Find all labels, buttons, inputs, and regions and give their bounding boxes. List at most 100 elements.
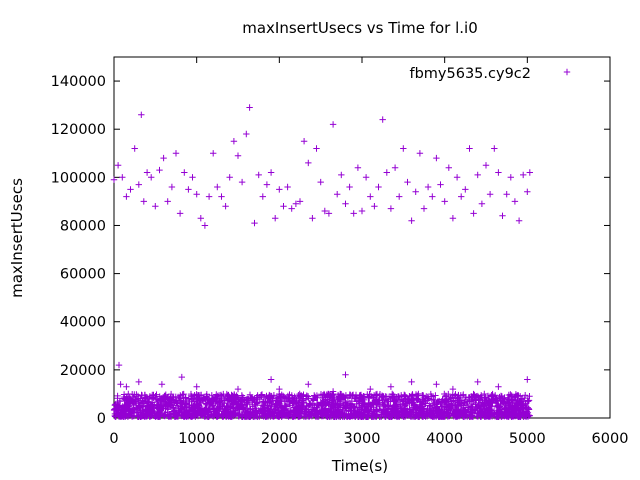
data-point: [334, 191, 341, 198]
data-point: [263, 181, 271, 188]
data-point: [354, 164, 362, 171]
data-point: [251, 219, 258, 227]
data-point: [342, 200, 349, 207]
data-point: [259, 193, 266, 200]
y-tick-label: 20000: [60, 363, 106, 379]
data-point: [160, 154, 167, 162]
data-point: [140, 198, 147, 205]
data-point: [412, 188, 419, 195]
y-axis-title: maxInsertUsecs: [8, 178, 26, 298]
data-point: [305, 159, 312, 167]
data-point: [379, 116, 386, 123]
data-point: [185, 186, 192, 193]
data-point: [408, 378, 415, 386]
data-point: [491, 145, 498, 152]
data-point: [495, 383, 502, 390]
data-point: [152, 203, 159, 210]
data-point: [156, 166, 163, 174]
x-tick-label: 2000: [261, 431, 298, 447]
x-tick-label: 6000: [592, 431, 629, 447]
data-point: [148, 174, 155, 181]
data-point: [520, 171, 527, 179]
x-axis-ticks: 0 1000 2000 3000 4000 5000 6000: [109, 57, 628, 447]
x-tick-label: 5000: [509, 431, 546, 447]
data-point: [524, 188, 531, 195]
data-point: [404, 178, 411, 186]
data-point: [288, 205, 295, 212]
data-point: [321, 207, 328, 215]
x-axis-title: Time(s): [331, 457, 388, 475]
data-point: [114, 162, 122, 169]
data-point: [226, 174, 233, 181]
data-point: [437, 181, 444, 188]
data-point: [267, 169, 275, 176]
data-point: [495, 169, 502, 176]
data-point: [420, 205, 428, 212]
data-point: [313, 145, 320, 152]
y-tick-label: 140000: [51, 74, 106, 90]
data-point: [309, 215, 316, 222]
data-point: [449, 385, 457, 393]
data-point: [143, 169, 151, 176]
data-point: [358, 207, 366, 215]
y-axis-ticks: 0 20000 40000 60000 80000 100000 120000 140000: [51, 74, 610, 427]
data-point: [280, 203, 287, 210]
data-point: [445, 164, 452, 171]
data-point: [383, 169, 390, 176]
data-point: [181, 169, 188, 176]
data-point: [205, 193, 213, 200]
data-point: [234, 152, 242, 159]
data-point: [317, 178, 324, 186]
data-point: [342, 371, 349, 378]
data-point: [222, 203, 229, 210]
data-point: [396, 193, 403, 200]
data-point: [367, 385, 374, 393]
data-point: [478, 200, 486, 207]
data-point: [474, 171, 481, 179]
data-point: [123, 383, 130, 390]
data-point: [178, 373, 185, 381]
data-point: [424, 183, 432, 191]
data-point: [449, 215, 457, 222]
data-point: [433, 381, 440, 388]
data-point: [197, 215, 204, 222]
data-point: [329, 388, 337, 395]
legend: fbmy5635.cy9c2: [409, 66, 571, 82]
data-point: [127, 186, 134, 193]
data-point: [466, 145, 473, 152]
data-point: [296, 198, 304, 205]
data-point: [400, 145, 407, 152]
x-tick-label: 3000: [344, 431, 381, 447]
data-point: [117, 381, 124, 388]
data-point: [115, 361, 123, 369]
data-point: [135, 181, 142, 188]
data-point: [172, 150, 180, 157]
data-point: [362, 174, 370, 181]
data-point: [524, 376, 531, 383]
data-point: [503, 191, 510, 198]
data-point: [526, 169, 533, 176]
data-point: [119, 174, 126, 181]
y-tick-label: 0: [97, 411, 106, 427]
y-tick-label: 100000: [51, 170, 106, 186]
data-point: [272, 215, 279, 222]
data-point: [433, 154, 440, 162]
data-point: [138, 111, 145, 118]
data-point: [193, 383, 200, 390]
scatter-points: [110, 104, 533, 420]
data-point: [110, 176, 118, 183]
data-point: [267, 376, 275, 383]
data-point: [300, 138, 308, 145]
legend-label-series-1: fbmy5635.cy9c2: [409, 66, 531, 82]
data-point: [158, 381, 166, 388]
data-point: [338, 171, 345, 179]
chart-title: maxInsertUsecs vs Time for l.i0: [242, 19, 478, 37]
y-tick-label: 80000: [60, 218, 106, 234]
data-point: [511, 198, 519, 205]
data-point: [371, 203, 378, 210]
data-point: [243, 130, 250, 138]
data-point: [441, 198, 448, 205]
data-point: [246, 104, 253, 111]
data-point: [453, 174, 461, 181]
